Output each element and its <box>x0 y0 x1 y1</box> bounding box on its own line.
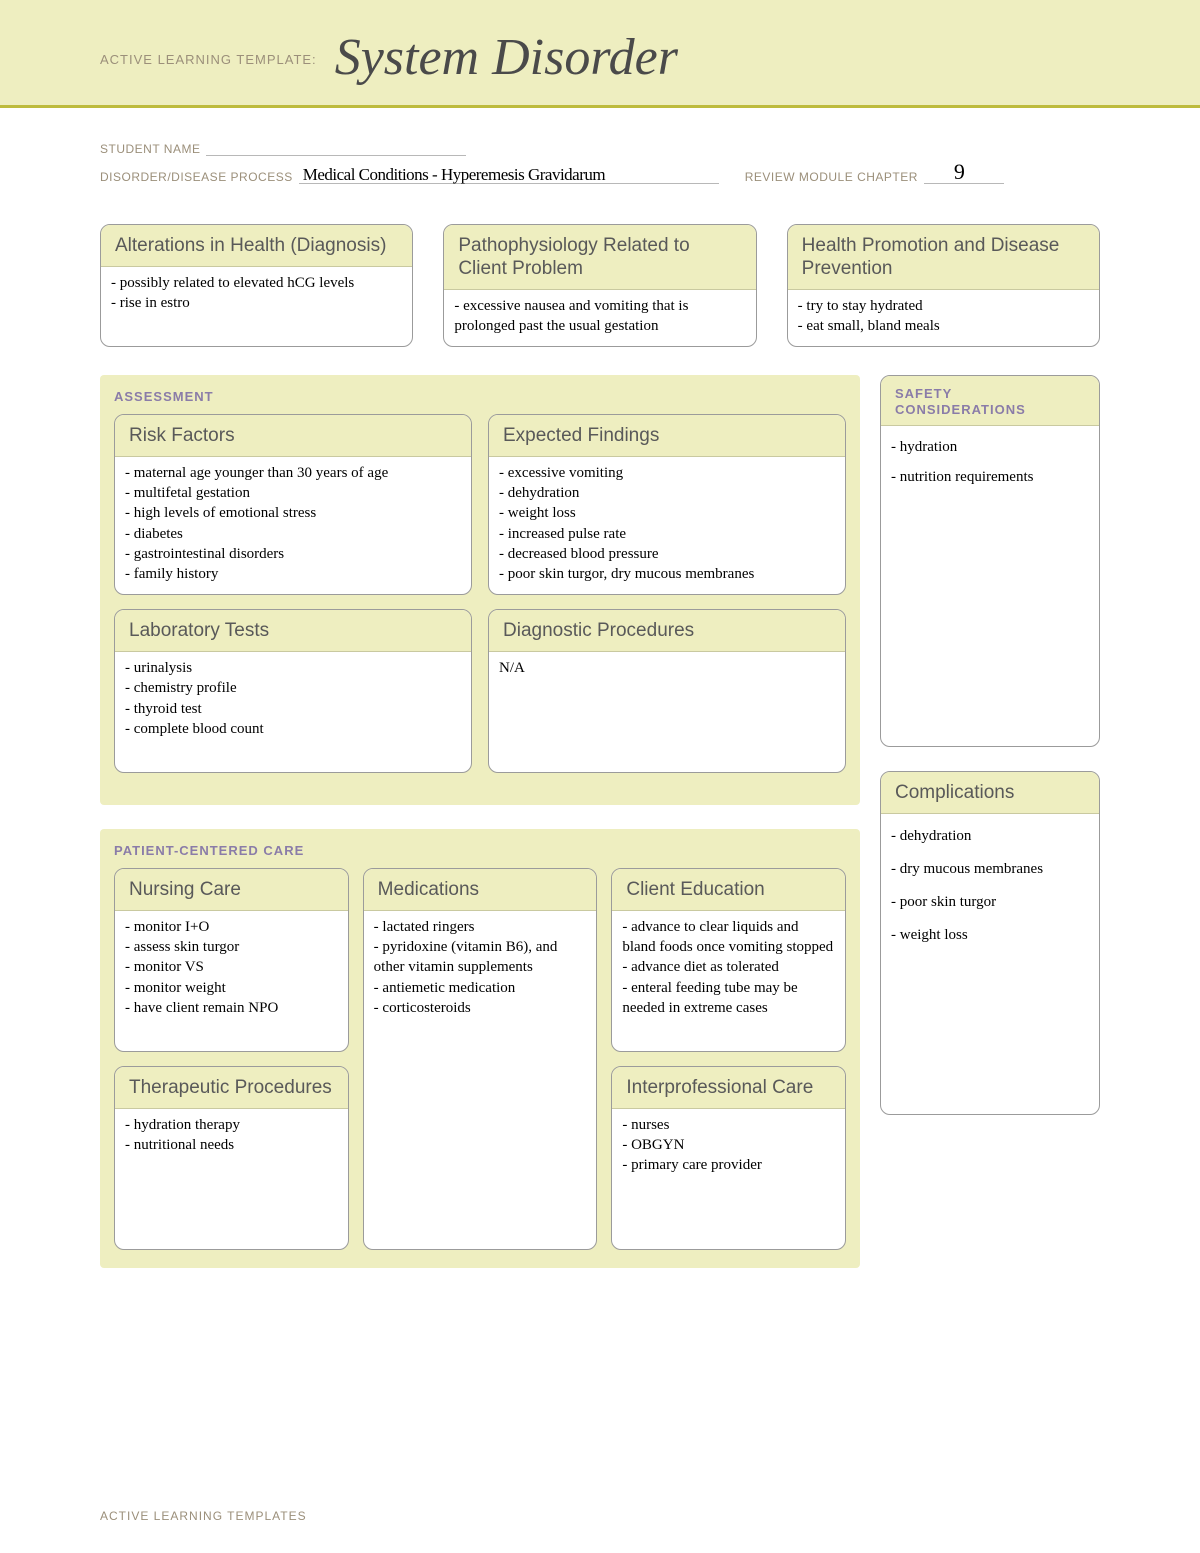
header-prefix: ACTIVE LEARNING TEMPLATE: <box>100 52 317 67</box>
promo-body: try to stay hydratedeat small, bland mea… <box>788 290 1099 347</box>
edu-title: Client Education <box>612 869 845 911</box>
labs-body: urinalysischemistry profilethyroid testc… <box>115 652 471 772</box>
alterations-body: possibly related to elevated hCG levelsr… <box>101 267 412 324</box>
expected-card: Expected Findings excessive vomitingdehy… <box>488 414 846 595</box>
header-band: ACTIVE LEARNING TEMPLATE: System Disorde… <box>0 0 1200 108</box>
alterations-card: Alterations in Health (Diagnosis) possib… <box>100 224 413 347</box>
assessment-section: ASSESSMENT Risk Factors maternal age you… <box>100 375 860 805</box>
patho-body: excessive nausea and vomiting that is pr… <box>444 290 755 347</box>
pcc-label: PATIENT-CENTERED CARE <box>114 843 846 858</box>
footer-label: ACTIVE LEARNING TEMPLATES <box>100 1509 307 1523</box>
inter-card: Interprofessional Care nursesOBGYNprimar… <box>611 1066 846 1250</box>
top-row: Alterations in Health (Diagnosis) possib… <box>100 224 1100 347</box>
chapter-value: 9 <box>954 159 965 185</box>
comp-card: Complications dehydrationdry mucous memb… <box>880 771 1100 1115</box>
chapter-label: REVIEW MODULE CHAPTER <box>745 170 918 184</box>
safety-card: SAFETY CONSIDERATIONS hydrationnutrition… <box>880 375 1100 747</box>
meta-block: STUDENT NAME DISORDER/DISEASE PROCESS Me… <box>0 108 1200 214</box>
diag-card: Diagnostic Procedures N/A <box>488 609 846 773</box>
alterations-title: Alterations in Health (Diagnosis) <box>101 225 412 267</box>
disorder-value: Medical Conditions - Hyperemesis Gravida… <box>303 165 605 185</box>
meds-card: Medications lactated ringerspyridoxine (… <box>363 868 598 1250</box>
inter-body: nursesOBGYNprimary care provider <box>612 1109 845 1249</box>
comp-body: dehydrationdry mucous membranespoor skin… <box>881 814 1099 1114</box>
patho-card: Pathophysiology Related to Client Proble… <box>443 224 756 347</box>
safety-body: hydrationnutrition requirements <box>881 426 1099 746</box>
meds-body: lactated ringerspyridoxine (vitamin B6),… <box>364 911 597 1231</box>
expected-body: excessive vomitingdehydrationweight loss… <box>489 457 845 595</box>
pcc-section: PATIENT-CENTERED CARE Nursing Care monit… <box>100 829 860 1268</box>
ther-title: Therapeutic Procedures <box>115 1067 348 1109</box>
chapter-field[interactable]: 9 <box>924 166 1004 184</box>
ther-body: hydration therapynutritional needs <box>115 1109 348 1249</box>
student-name-field[interactable] <box>206 138 466 156</box>
comp-title: Complications <box>881 772 1099 814</box>
disorder-field[interactable]: Medical Conditions - Hyperemesis Gravida… <box>299 166 719 184</box>
edu-card: Client Education advance to clear liquid… <box>611 868 846 1052</box>
risk-body: maternal age younger than 30 years of ag… <box>115 457 471 595</box>
diag-body: N/A <box>489 652 845 772</box>
risk-title: Risk Factors <box>115 415 471 457</box>
diag-title: Diagnostic Procedures <box>489 610 845 652</box>
safety-label: SAFETY CONSIDERATIONS <box>881 376 1099 426</box>
ther-card: Therapeutic Procedures hydration therapy… <box>114 1066 349 1250</box>
risk-card: Risk Factors maternal age younger than 3… <box>114 414 472 595</box>
header-title: System Disorder <box>335 29 678 86</box>
student-name-label: STUDENT NAME <box>100 142 200 156</box>
nursing-title: Nursing Care <box>115 869 348 911</box>
labs-card: Laboratory Tests urinalysischemistry pro… <box>114 609 472 773</box>
assessment-label: ASSESSMENT <box>114 389 846 404</box>
nursing-body: monitor I+Oassess skin turgormonitor VSm… <box>115 911 348 1051</box>
promo-title: Health Promotion and Disease Prevention <box>788 225 1099 290</box>
expected-title: Expected Findings <box>489 415 845 457</box>
disorder-label: DISORDER/DISEASE PROCESS <box>100 170 293 184</box>
labs-title: Laboratory Tests <box>115 610 471 652</box>
edu-body: advance to clear liquids and bland foods… <box>612 911 845 1051</box>
promo-card: Health Promotion and Disease Prevention … <box>787 224 1100 347</box>
patho-title: Pathophysiology Related to Client Proble… <box>444 225 755 290</box>
nursing-card: Nursing Care monitor I+Oassess skin turg… <box>114 868 349 1052</box>
meds-title: Medications <box>364 869 597 911</box>
inter-title: Interprofessional Care <box>612 1067 845 1109</box>
